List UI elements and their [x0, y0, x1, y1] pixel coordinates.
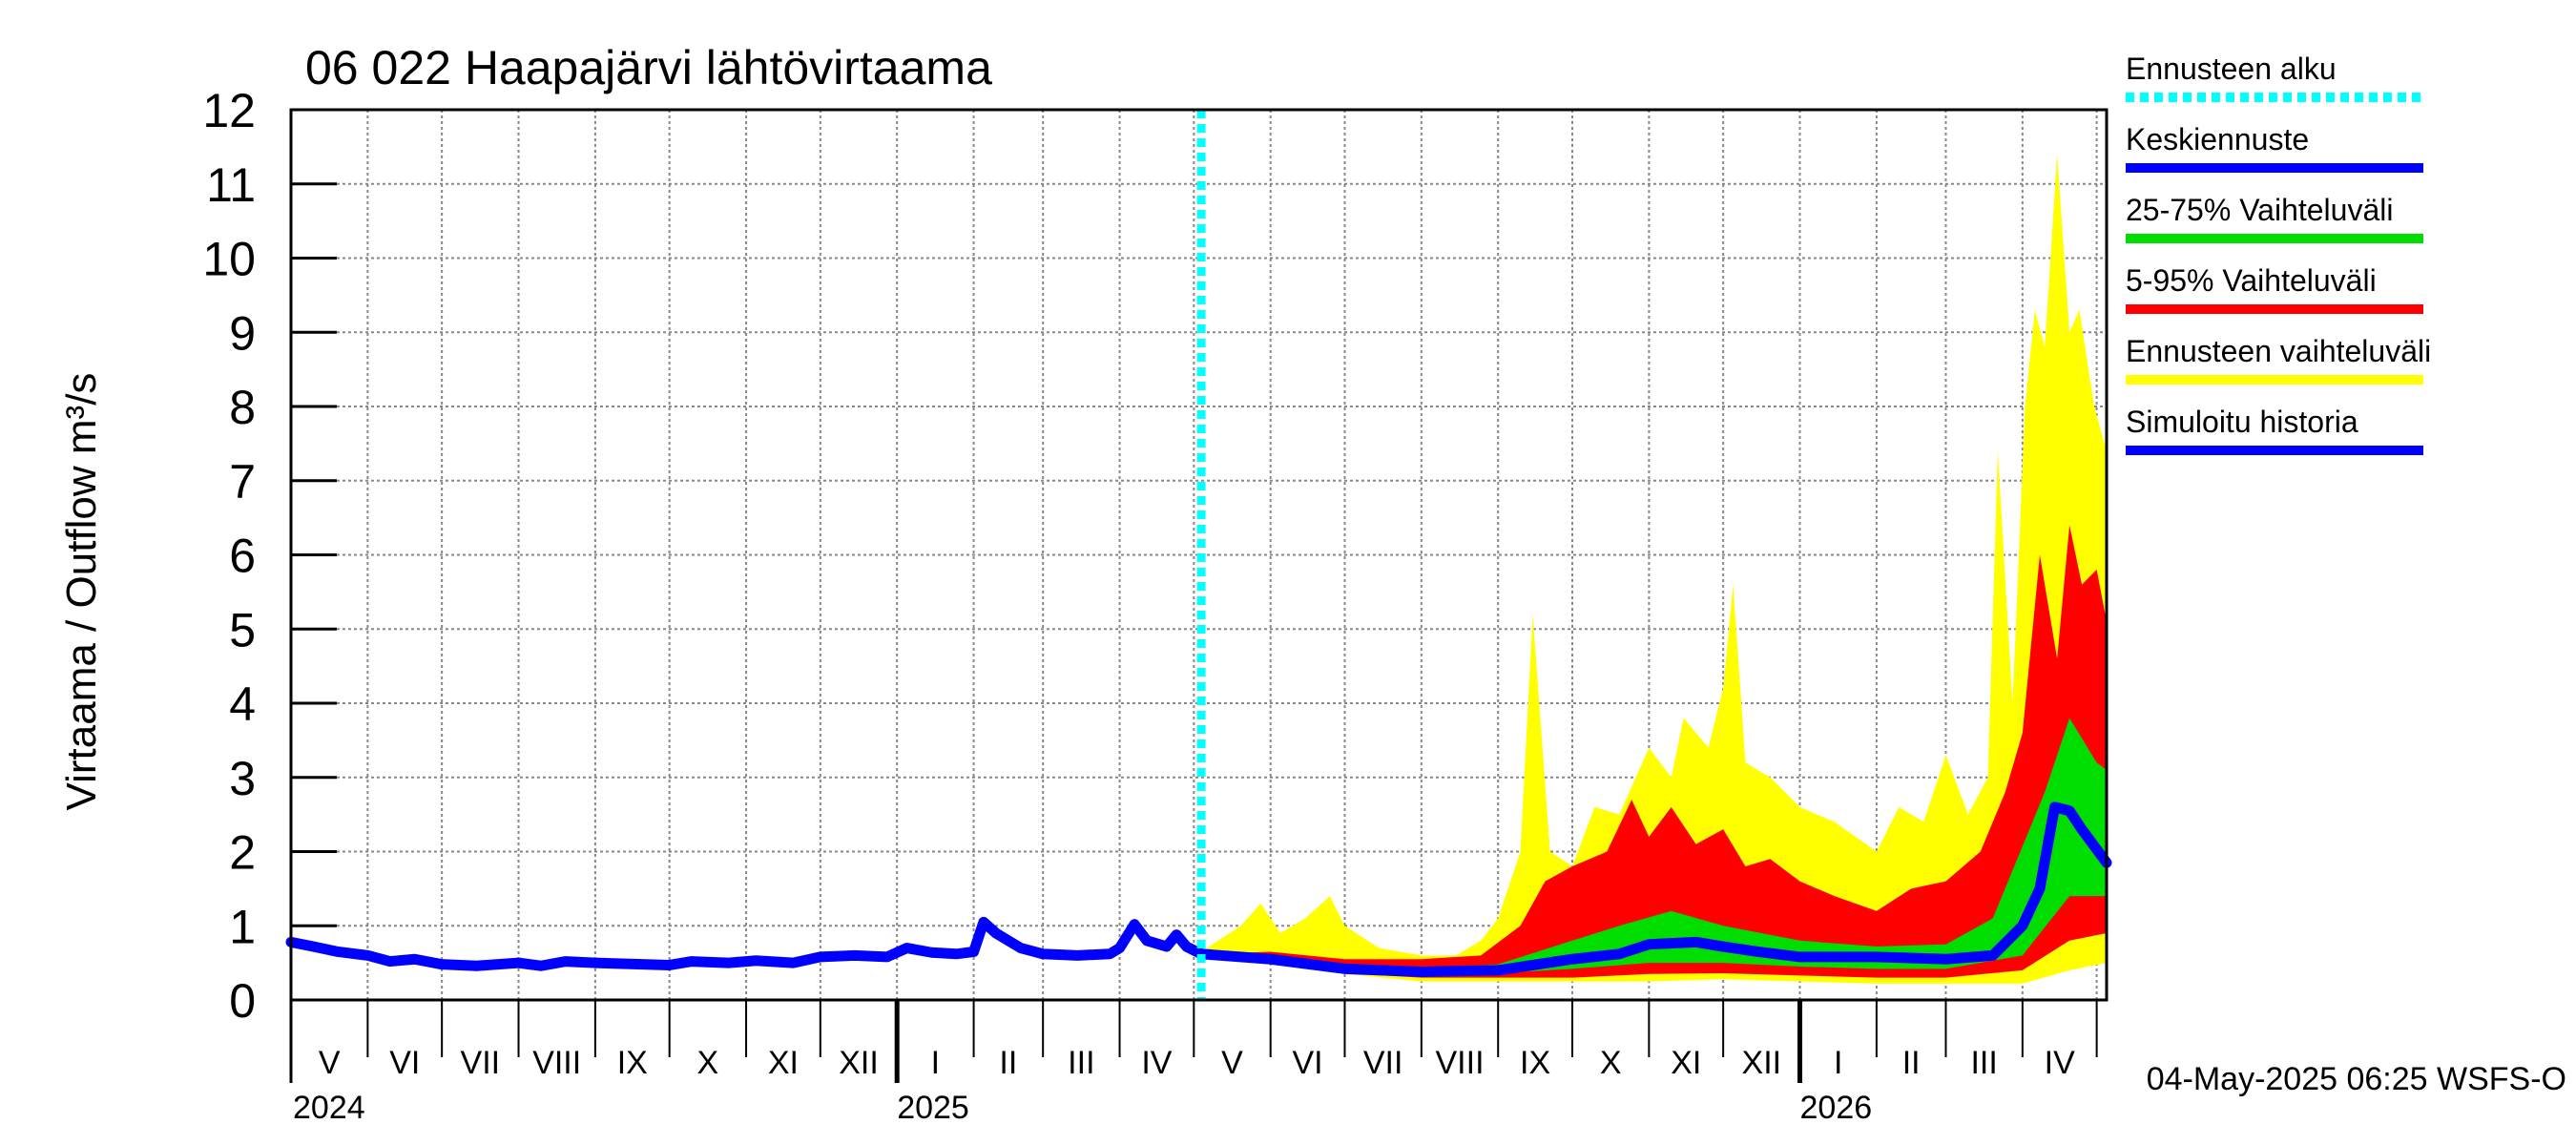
legend-label: 25-75% Vaihteluväli [2126, 193, 2393, 227]
x-month-label: XI [1671, 1045, 1701, 1081]
x-month-label: I [1834, 1045, 1842, 1081]
y-tick-label: 6 [229, 530, 256, 583]
y-tick-label: 5 [229, 603, 256, 656]
y-tick-label: 4 [229, 677, 256, 731]
x-month-label: VIII [532, 1045, 581, 1081]
legend-label: Keskiennuste [2126, 122, 2309, 156]
legend-label: Simuloitu historia [2126, 405, 2358, 439]
x-month-label: II [999, 1045, 1017, 1081]
x-month-label: II [1902, 1045, 1921, 1081]
x-month-label: III [1970, 1045, 1997, 1081]
chart-title: 06 022 Haapajärvi lähtövirtaama [305, 41, 992, 94]
x-month-label: XII [839, 1045, 879, 1081]
y-tick-label: 0 [229, 974, 256, 1028]
y-tick-label: 12 [202, 84, 256, 137]
x-month-label: X [697, 1045, 719, 1081]
legend: Ennusteen alku Keskiennuste 25-75% Vaihtel… [2126, 52, 2431, 455]
y-tick-label: 11 [206, 158, 256, 212]
y-tick-label: 9 [229, 306, 256, 360]
x-month-label: VII [461, 1045, 501, 1081]
y-tick-label: 7 [229, 455, 256, 509]
band-25-75-vaihteluv-li [1201, 718, 2107, 974]
y-tick-label: 8 [229, 381, 256, 434]
x-month-label: VII [1363, 1045, 1403, 1081]
y-tick-label: 1 [229, 900, 256, 953]
x-month-label: V [1221, 1045, 1243, 1081]
x-month-label: V [319, 1045, 341, 1081]
x-month-label: VIII [1436, 1045, 1485, 1081]
footer-timestamp: 04-May-2025 06:25 WSFS-O [2147, 1061, 2566, 1097]
x-month-label: XI [768, 1045, 799, 1081]
x-month-label: III [1068, 1045, 1094, 1081]
x-month-label: IV [2045, 1045, 2075, 1081]
y-tick-label: 10 [202, 233, 256, 286]
x-month-label: IX [617, 1045, 648, 1081]
plot-frame [289, 108, 2109, 1002]
x-month-label: XII [1742, 1045, 1782, 1081]
x-month-label: VI [1293, 1045, 1323, 1081]
x-month-label: IV [1141, 1045, 1172, 1081]
x-month-label: I [931, 1045, 940, 1081]
legend-label: Ennusteen alku [2126, 52, 2337, 86]
x-year-label: 2024 [293, 1090, 365, 1126]
legend-label: Ennusteen vaihteluväli [2126, 334, 2431, 368]
series-keskiennuste [1195, 802, 2112, 977]
x-month-label: X [1600, 1045, 1622, 1081]
x-month-label: VI [389, 1045, 420, 1081]
series-simuloitu-historia [285, 916, 1207, 971]
y-axis-label: Virtaama / Outflow m³/s [58, 373, 105, 811]
y-tick-label: 3 [229, 752, 256, 805]
legend-label: 5-95% Vaihteluväli [2126, 263, 2377, 298]
x-year-label: 2025 [897, 1090, 969, 1126]
y-tick-label: 2 [229, 826, 256, 880]
x-year-label: 2026 [1800, 1090, 1873, 1126]
x-month-label: IX [1520, 1045, 1550, 1081]
